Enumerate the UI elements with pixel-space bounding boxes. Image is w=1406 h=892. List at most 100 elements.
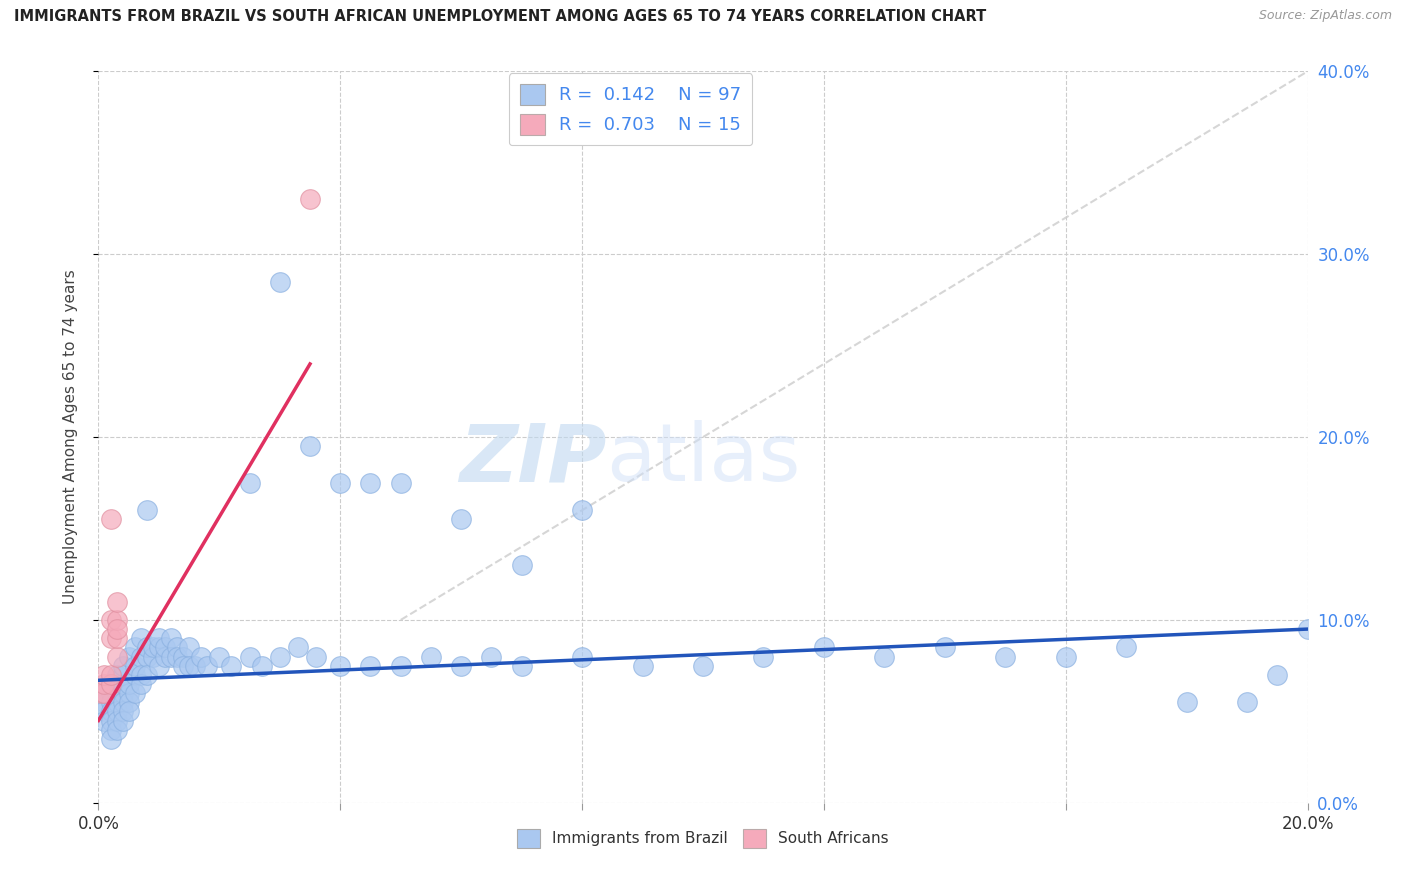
Text: atlas: atlas [606, 420, 800, 498]
Point [118, 705, 141, 719]
Point [111, 677, 134, 691]
Point [129, 667, 152, 681]
Point [93, 686, 115, 700]
Point [118, 677, 141, 691]
Point [105, 705, 128, 719]
Point [105, 714, 128, 728]
Point [172, 649, 194, 664]
Point [100, 512, 122, 526]
Point [299, 192, 322, 206]
Point [510, 558, 533, 573]
Point [450, 512, 472, 526]
Point [1115, 640, 1137, 655]
Point [329, 475, 352, 490]
Point [105, 686, 128, 700]
Point [93, 695, 115, 709]
Point [389, 658, 412, 673]
Point [179, 640, 201, 655]
Point [166, 640, 188, 655]
Point [135, 503, 157, 517]
Legend: Immigrants from Brazil, South Africans: Immigrants from Brazil, South Africans [510, 822, 896, 854]
Point [631, 658, 654, 673]
Point [873, 649, 896, 664]
Point [111, 658, 134, 673]
Point [105, 649, 128, 664]
Point [269, 649, 291, 664]
Point [124, 658, 146, 673]
Point [100, 731, 122, 746]
Point [93, 686, 115, 700]
Point [692, 658, 714, 673]
Point [129, 677, 152, 691]
Point [118, 686, 141, 700]
Point [239, 475, 262, 490]
Point [100, 714, 122, 728]
Point [124, 686, 146, 700]
Point [100, 705, 122, 719]
Point [100, 686, 122, 700]
Point [172, 658, 194, 673]
Point [153, 649, 176, 664]
Point [100, 667, 122, 681]
Point [105, 613, 128, 627]
Point [299, 439, 322, 453]
Point [105, 667, 128, 681]
Point [160, 632, 183, 646]
Point [329, 658, 352, 673]
Point [142, 640, 165, 655]
Point [129, 632, 152, 646]
Point [450, 658, 472, 673]
Point [135, 649, 157, 664]
Point [105, 723, 128, 737]
Point [129, 649, 152, 664]
Point [105, 622, 128, 636]
Point [221, 658, 243, 673]
Point [190, 649, 212, 664]
Text: IMMIGRANTS FROM BRAZIL VS SOUTH AFRICAN UNEMPLOYMENT AMONG AGES 65 TO 74 YEARS C: IMMIGRANTS FROM BRAZIL VS SOUTH AFRICAN … [14, 9, 987, 24]
Point [184, 658, 207, 673]
Text: ZIP: ZIP [458, 420, 606, 498]
Point [93, 677, 115, 691]
Point [153, 640, 176, 655]
Point [148, 640, 170, 655]
Point [93, 705, 115, 719]
Point [179, 658, 201, 673]
Point [111, 695, 134, 709]
Point [105, 594, 128, 608]
Point [100, 632, 122, 646]
Point [360, 475, 382, 490]
Point [813, 640, 835, 655]
Point [105, 632, 128, 646]
Text: Source: ZipAtlas.com: Source: ZipAtlas.com [1258, 9, 1392, 22]
Point [111, 705, 134, 719]
Point [142, 649, 165, 664]
Point [305, 649, 328, 664]
Point [111, 667, 134, 681]
Point [195, 658, 218, 673]
Point [208, 649, 231, 664]
Point [93, 714, 115, 728]
Point [135, 640, 157, 655]
Point [510, 658, 533, 673]
Point [105, 677, 128, 691]
Point [111, 714, 134, 728]
Point [90, 686, 112, 700]
Point [1267, 667, 1289, 681]
Point [250, 658, 273, 673]
Point [360, 658, 382, 673]
Point [934, 640, 956, 655]
Point [100, 677, 122, 691]
Point [105, 695, 128, 709]
Point [93, 667, 115, 681]
Point [571, 649, 593, 664]
Point [111, 686, 134, 700]
Point [148, 632, 170, 646]
Point [420, 649, 443, 664]
Point [481, 649, 503, 664]
Point [239, 649, 262, 664]
Point [1296, 622, 1319, 636]
Point [100, 695, 122, 709]
Point [124, 667, 146, 681]
Y-axis label: Unemployment Among Ages 65 to 74 years: Unemployment Among Ages 65 to 74 years [63, 269, 77, 605]
Point [135, 667, 157, 681]
